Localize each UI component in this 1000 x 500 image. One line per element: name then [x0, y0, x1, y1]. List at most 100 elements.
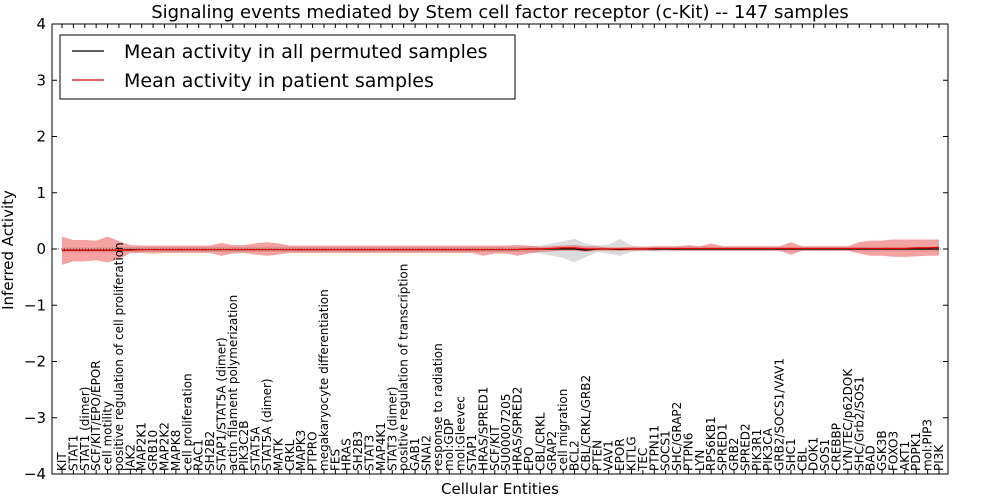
y-tick-label: 2 [36, 128, 46, 146]
x-tick-label: mol:GDP [442, 419, 456, 471]
x-tick-label: MATK [271, 437, 285, 471]
x-tick-label: CBL/CRKL/GRB2 [579, 375, 593, 471]
x-tick-label: SOS1 [818, 439, 832, 471]
x-tick-label: MAPK8 [169, 430, 183, 471]
x-tick-label: HRAS [340, 438, 354, 471]
x-tick-label: PIK3C2B [237, 420, 251, 471]
x-tick-label: PIK3CA [761, 427, 775, 471]
band-permuted [62, 238, 939, 263]
x-tick-label: GAB1 [408, 438, 422, 471]
y-axis-label: Inferred Activity [0, 190, 17, 310]
legend: Mean activity in all permuted samples Me… [59, 34, 516, 100]
x-tick-label: response to radiation [431, 343, 445, 471]
x-tick-label: SPRED2 [738, 423, 752, 471]
x-tick-label: mol:PIP3 [921, 419, 935, 471]
x-tick-label: DOK1 [807, 437, 821, 471]
y-tick-label: −4 [24, 465, 46, 483]
legend-label-permuted: Mean activity in all permuted samples [124, 41, 487, 63]
line-patient [62, 246, 940, 251]
x-tick-label: SCF/KIT/EPO/EPOR [89, 360, 103, 471]
y-tick-label: −3 [24, 409, 46, 427]
series-lines [52, 246, 948, 251]
x-tick-label: STAT1 (dimer) [78, 387, 92, 471]
x-tick-label: mol:Gleevec [454, 396, 468, 471]
x-tick-label: cell migration [556, 389, 570, 471]
x-tick-label: HRAS/SPRED2 [511, 387, 525, 471]
x-tick-label: megakaryocyte differentiation [317, 289, 331, 471]
x-tick-label: STAT1 [66, 435, 80, 471]
x-tick-label: MAP2K2 [158, 422, 172, 471]
x-tick-label: GRB2 [727, 437, 741, 471]
x-tick-label: CRKL [283, 439, 297, 471]
x-tick-label: SHC/GRAP2 [670, 402, 684, 471]
x-tick-label: PDPK1 [909, 432, 923, 471]
legend-label-patient: Mean activity in patient samples [124, 70, 434, 92]
x-tick-label: positive regulation of cell proliferatio… [112, 242, 126, 471]
x-tick-label: SU00007205 [499, 394, 513, 471]
x-tick-label: GRB2/SOCS1/VAV1 [773, 358, 787, 471]
x-tick-label: BAD [864, 445, 878, 471]
x-tick-label: PTPN6 [681, 433, 695, 471]
x-tick-label: GRB10 [146, 430, 160, 471]
x-tick-label: SHC1 [784, 438, 798, 471]
x-tick-label: actin filament polymerization [226, 295, 240, 471]
x-tick-label: CBL [795, 447, 809, 471]
x-tick-label: cell motility [101, 401, 115, 471]
confidence-bands [62, 236, 939, 265]
y-tick-label: 1 [36, 184, 46, 202]
x-tick-label: JAK2 [123, 444, 137, 472]
x-tick-label: AKT1 [898, 441, 912, 471]
x-tick-label: LYN [693, 450, 707, 471]
x-tick-label: STAT5A [249, 426, 263, 471]
x-tick-label: STAT5A (dimer) [260, 378, 274, 471]
y-tick-label: 3 [36, 71, 46, 89]
legend-box [59, 34, 516, 100]
x-tick-label: PIK3R1 [750, 429, 764, 471]
y-axis: 4 3 2 1 0 −1 −2 −3 −4 [24, 15, 948, 483]
x-tick-label: KITLG [624, 436, 638, 471]
x-tick-label: FOXO3 [886, 431, 900, 471]
x-tick-label: SPRED1 [716, 423, 730, 471]
y-tick-label: 4 [36, 15, 46, 33]
x-tick-label: STAP1/STAT5A (dimer) [214, 337, 228, 471]
x-tick-label: SNAI2 [419, 435, 433, 471]
x-tick-label: STAT3 (dimer) [385, 387, 399, 471]
x-tick-label: EPOR [613, 438, 627, 471]
x-tick-label: MAP4K1 [374, 422, 388, 471]
x-tick-label: SHC/Grb2/SOS1 [852, 376, 866, 471]
x-tick-label: TEC [636, 448, 650, 472]
x-tick-label: FES [328, 449, 342, 471]
band-patient [62, 236, 939, 265]
y-tick-label: 0 [36, 240, 46, 258]
x-tick-label: HRAS/SPRED1 [476, 387, 490, 471]
x-tick-label: CBL/CRKL [533, 412, 547, 471]
x-tick-label: CREBBP [829, 423, 843, 471]
x-tick-label: positive regulation of transcription [397, 264, 411, 471]
x-tick-label: GSK3B [875, 430, 889, 471]
x-tick-label: SH2B2 [203, 431, 217, 471]
x-tick-label: STAP1 [465, 434, 479, 471]
x-tick-label: SOCS1 [659, 430, 673, 471]
x-tick-label: SH2B3 [351, 431, 365, 471]
chart-title: Signaling events mediated by Stem cell f… [151, 2, 849, 23]
x-tick-label: PTPRO [306, 431, 320, 471]
x-tick-label: RAC1 [192, 439, 206, 471]
x-tick-label: BCL2 [568, 440, 582, 471]
x-tick-label: GRAP2 [545, 431, 559, 471]
x-tick-label: RPS6KB1 [704, 416, 718, 471]
x-tick-label: KIT [55, 452, 69, 471]
x-tick-label: PI3K [932, 444, 946, 471]
y-tick-label: −1 [24, 296, 46, 314]
x-tick-label: VAV1 [602, 440, 616, 471]
x-tick-label: LYN/TEC/p62DOK [841, 368, 855, 471]
x-tick-label: PTPN11 [647, 425, 661, 471]
x-tick-label: MAP2K1 [135, 422, 149, 471]
x-tick-label: PTEN [590, 440, 604, 471]
x-tick-label: cell proliferation [180, 373, 194, 471]
x-tick-label: MAPK3 [294, 430, 308, 471]
x-tick-label: EPO [522, 447, 536, 471]
x-tick-label: STAT3 [363, 435, 377, 471]
y-tick-label: −2 [24, 353, 46, 371]
